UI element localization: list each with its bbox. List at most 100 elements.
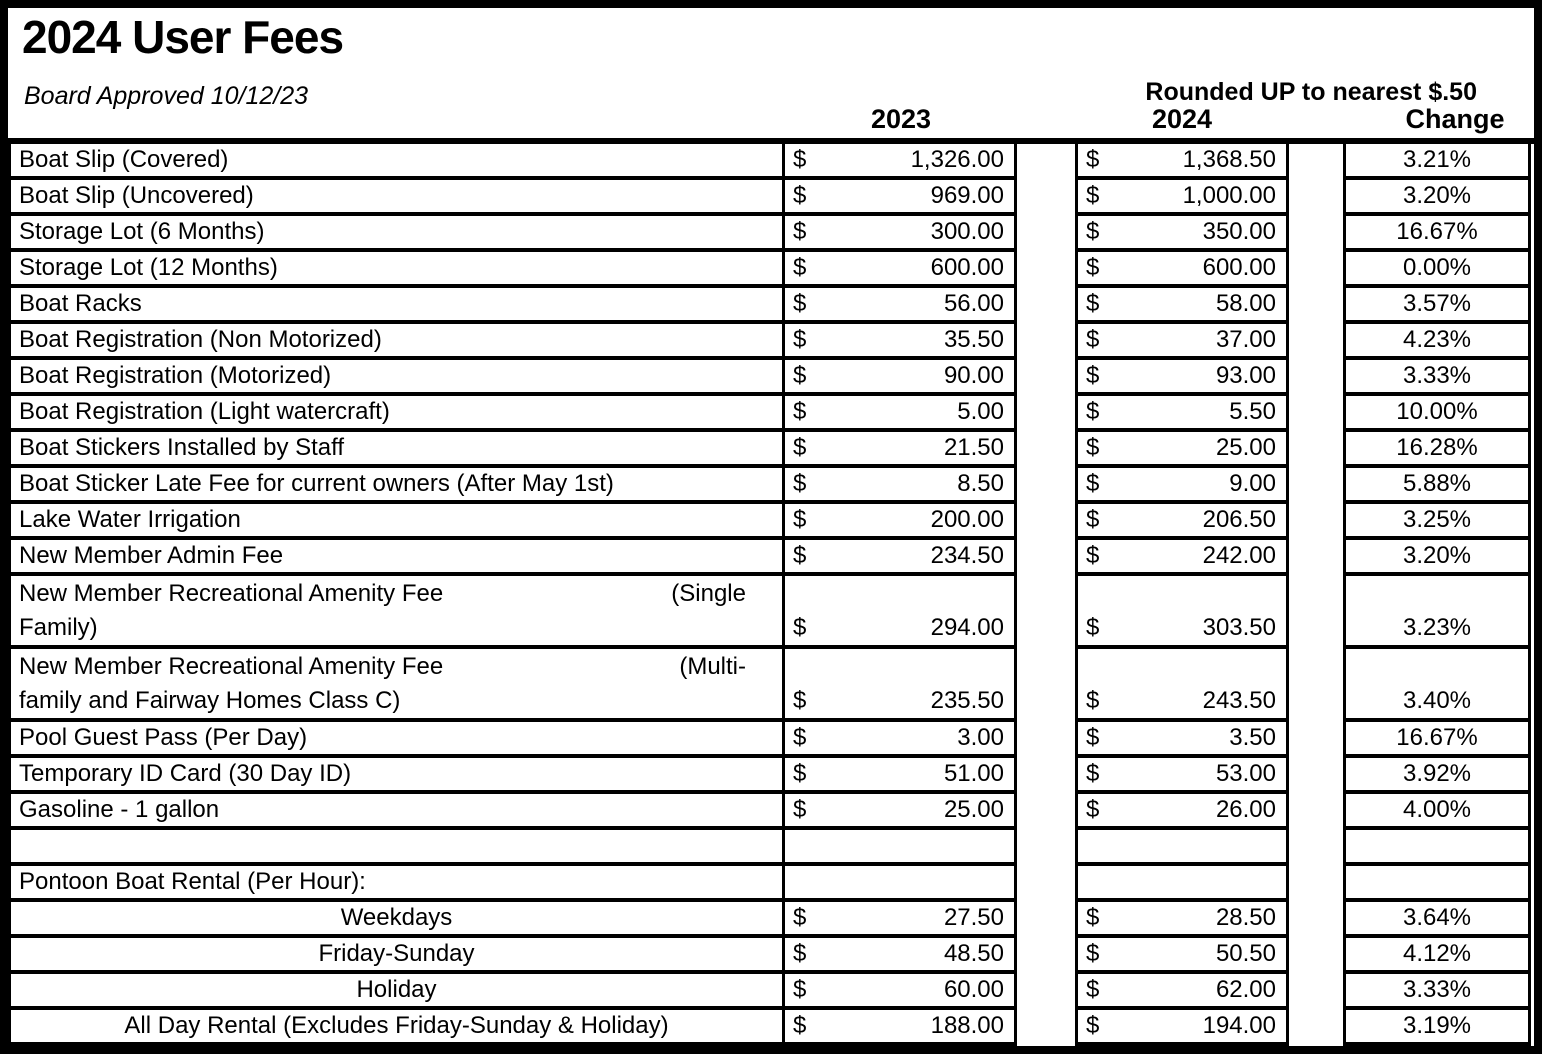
table-row: Friday-Sunday $48.50 $50.50 4.12%	[8, 938, 1534, 974]
fee-label-text: Boat Registration (Light watercraft)	[19, 398, 390, 426]
spacer-cell	[1017, 1010, 1075, 1046]
percent-change: 3.33%	[1402, 362, 1472, 390]
currency-symbol: $	[1086, 470, 1100, 498]
spacer-cell	[1289, 180, 1343, 216]
spacer-cell	[1289, 396, 1343, 432]
fee-label-text: Boat Stickers Installed by Staff	[19, 434, 345, 462]
amount-2023: 51.00	[943, 760, 1004, 788]
amount-2024: 93.00	[1215, 362, 1276, 390]
amount-2024: 350.00	[1202, 218, 1276, 246]
table-row: Gasoline - 1 gallon $25.00 $26.00 4.00%	[8, 794, 1534, 830]
fee-label-text: Lake Water Irrigation	[19, 506, 241, 534]
fee-2024-cell: $9.00	[1075, 468, 1289, 504]
currency-symbol: $	[1086, 182, 1100, 210]
currency-symbol: $	[793, 146, 807, 174]
fee-label-cell: Gasoline - 1 gallon	[8, 794, 785, 830]
fee-change-cell: 3.40%	[1343, 649, 1531, 722]
currency-symbol: $	[1086, 146, 1100, 174]
fee-2024-cell: $50.50	[1075, 938, 1289, 974]
amount-2023: 21.50	[943, 434, 1004, 462]
percent-change: 3.33%	[1402, 976, 1472, 1004]
fee-2024-cell: $62.00	[1075, 974, 1289, 1010]
amount-2023: 8.50	[957, 470, 1004, 498]
table-row: Boat Slip (Covered) $1,326.00 $1,368.50 3.2…	[8, 144, 1534, 180]
fee-label-text: Boat Registration (Motorized)	[19, 362, 332, 390]
table-row: New Member Recreational Amenity Fee (Mult…	[8, 649, 1534, 722]
amount-2024: 303.50	[1202, 613, 1276, 641]
fee-change-cell	[1343, 866, 1531, 902]
currency-symbol: $	[793, 724, 807, 752]
amount-2023: 1,326.00	[910, 146, 1004, 174]
fee-change-cell: 3.92%	[1343, 758, 1531, 794]
fee-label-cell: New Member Recreational Amenity Fee (Sing…	[8, 576, 785, 649]
spacer-cell	[1289, 649, 1343, 722]
fee-change-cell: 16.67%	[1343, 722, 1531, 758]
table-row: Boat Sticker Late Fee for current owners…	[8, 468, 1534, 504]
currency-symbol: $	[1086, 976, 1100, 1004]
currency-symbol: $	[793, 182, 807, 210]
amount-2023: 969.00	[930, 182, 1004, 210]
spacer-cell	[1289, 974, 1343, 1010]
fee-label-text: Boat Racks	[19, 290, 142, 318]
fee-label-cell: Storage Lot (12 Months)	[8, 252, 785, 288]
fee-2024-cell: $206.50	[1075, 504, 1289, 540]
fee-label-cell: Boat Registration (Non Motorized)	[8, 324, 785, 360]
spacer-cell	[1289, 540, 1343, 576]
fee-2024-cell: $26.00	[1075, 794, 1289, 830]
currency-symbol: $	[793, 686, 807, 714]
spacer-cell	[1017, 758, 1075, 794]
currency-symbol: $	[1086, 362, 1100, 390]
spacer-cell	[1017, 504, 1075, 540]
amount-2024: 243.50	[1202, 686, 1276, 714]
currency-symbol: $	[793, 362, 807, 390]
spacer-cell	[1017, 144, 1075, 180]
fee-2023-cell: $200.00	[785, 504, 1017, 540]
spacer-cell	[1289, 722, 1343, 758]
fee-label-line2: family and Fairway Homes Class C)	[19, 687, 401, 714]
table-row: Pool Guest Pass (Per Day) $3.00 $3.50 16.67…	[8, 722, 1534, 758]
spacer-cell	[1289, 794, 1343, 830]
fee-label-text: Storage Lot (12 Months)	[19, 254, 278, 282]
percent-change: 3.20%	[1402, 182, 1472, 210]
currency-symbol: $	[793, 326, 807, 354]
spacer-cell	[1289, 758, 1343, 794]
fee-2024-cell: $25.00	[1075, 432, 1289, 468]
currency-symbol: $	[1086, 326, 1100, 354]
fee-label-right-fragment: (Single	[671, 579, 746, 607]
table-row: Weekdays $27.50 $28.50 3.64%	[8, 902, 1534, 938]
fee-2023-cell: $3.00	[785, 722, 1017, 758]
currency-symbol: $	[793, 613, 807, 641]
fee-change-cell: 3.20%	[1343, 540, 1531, 576]
fee-label-text: Weekdays	[340, 904, 453, 932]
amount-2024: 5.50	[1229, 398, 1276, 426]
spacer-cell	[1017, 866, 1075, 902]
currency-symbol: $	[793, 940, 807, 968]
fee-2023-cell: $48.50	[785, 938, 1017, 974]
fee-label-lines: New Member Recreational Amenity Fee (Sing…	[19, 579, 776, 641]
amount-2024: 37.00	[1215, 326, 1276, 354]
amount-2024: 25.00	[1215, 434, 1276, 462]
spacer-cell	[1289, 902, 1343, 938]
fee-label-cell: Boat Sticker Late Fee for current owners…	[8, 468, 785, 504]
currency-symbol: $	[793, 904, 807, 932]
fee-2023-cell: $90.00	[785, 360, 1017, 396]
fee-change-cell: 0.00%	[1343, 252, 1531, 288]
currency-symbol: $	[793, 760, 807, 788]
table-row: New Member Admin Fee $234.50 $242.00 3.20%	[8, 540, 1534, 576]
fee-label-cell	[8, 830, 785, 866]
currency-symbol: $	[1086, 724, 1100, 752]
amount-2024: 50.50	[1215, 940, 1276, 968]
spacer-cell	[1289, 216, 1343, 252]
table-row: Boat Stickers Installed by Staff $21.50 $2…	[8, 432, 1534, 468]
fee-2023-cell: $60.00	[785, 974, 1017, 1010]
table-row: Boat Slip (Uncovered) $969.00 $1,000.00 3.2…	[8, 180, 1534, 216]
percent-change: 4.00%	[1402, 796, 1472, 824]
table-row: Pontoon Boat Rental (Per Hour):	[8, 866, 1534, 902]
percent-change: 16.28%	[1396, 434, 1478, 462]
fee-2024-cell: $194.00	[1075, 1010, 1289, 1046]
fee-2023-cell: $300.00	[785, 216, 1017, 252]
spacer-cell	[1017, 252, 1075, 288]
fee-2024-cell: $350.00	[1075, 216, 1289, 252]
spacer-cell	[1017, 576, 1075, 649]
spacer-cell	[1289, 144, 1343, 180]
